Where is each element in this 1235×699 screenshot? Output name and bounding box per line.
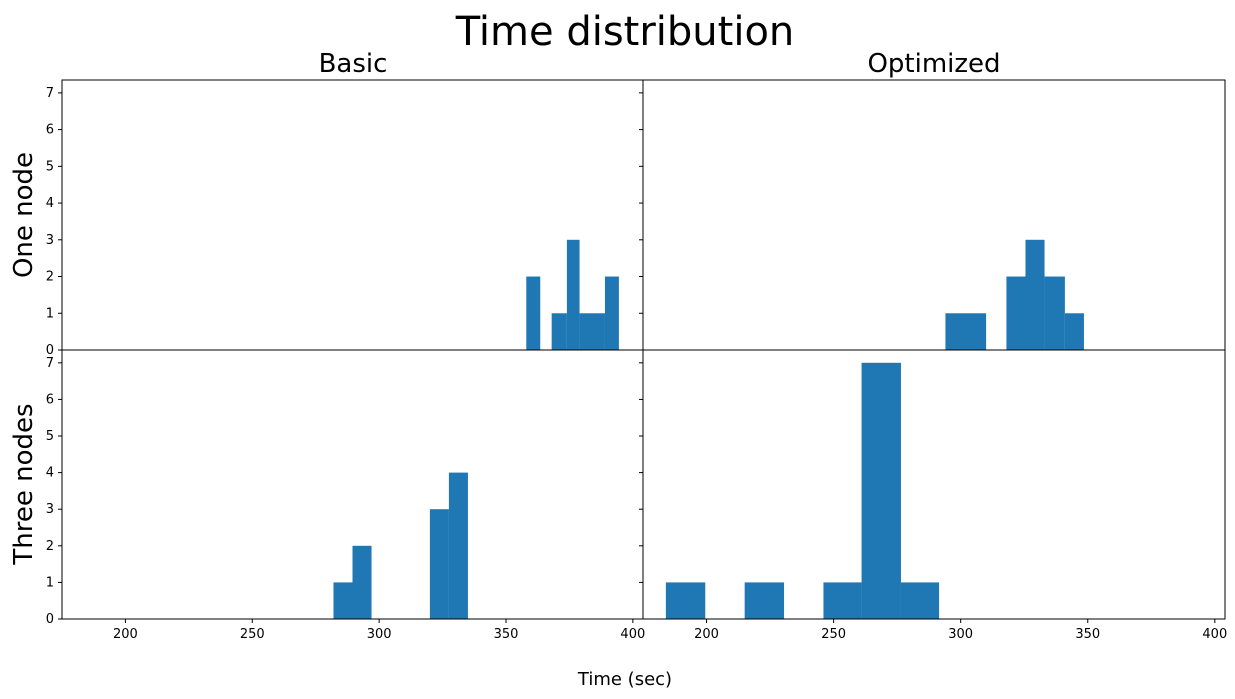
bar-one-node-optimized-1 xyxy=(1006,276,1026,350)
bar-one-node-basic-4 xyxy=(604,276,619,350)
bar-one-node-basic-1 xyxy=(551,313,567,350)
bar-three-nodes-optimized-3 xyxy=(861,362,901,619)
row-label-three-nodes: Three nodes xyxy=(9,403,39,565)
bar-one-node-optimized-2 xyxy=(1025,239,1045,350)
y-tick-label-one-node-basic-5: 5 xyxy=(46,159,54,174)
y-tick-label-one-node-basic-2: 2 xyxy=(46,270,54,285)
y-tick-label-three-nodes-basic-2: 2 xyxy=(46,539,54,554)
bar-three-nodes-basic-3 xyxy=(448,472,468,619)
panel-frame-one-node-basic xyxy=(61,79,644,351)
x-tick-label-three-nodes-optimized-200: 200 xyxy=(694,627,719,642)
y-tick-label-one-node-basic-1: 1 xyxy=(46,306,54,321)
row-label-one-node: One node xyxy=(9,152,39,278)
y-tick-label-three-nodes-basic-3: 3 xyxy=(46,502,54,517)
bar-one-node-basic-2 xyxy=(566,239,580,350)
bar-one-node-optimized-0 xyxy=(945,313,987,350)
bar-three-nodes-basic-2 xyxy=(429,509,449,619)
x-axis-label: Time (sec) xyxy=(577,669,672,690)
y-tick-label-one-node-basic-6: 6 xyxy=(46,123,54,138)
column-title-basic: Basic xyxy=(319,49,388,79)
x-tick-label-three-nodes-basic-200: 200 xyxy=(113,627,138,642)
y-tick-label-three-nodes-basic-1: 1 xyxy=(46,575,54,590)
y-tick-label-one-node-basic-7: 7 xyxy=(46,86,54,101)
y-tick-label-three-nodes-basic-6: 6 xyxy=(46,392,54,407)
x-tick-label-three-nodes-optimized-400: 400 xyxy=(1202,627,1227,642)
bar-three-nodes-basic-0 xyxy=(333,582,353,619)
chart-title: Time distribution xyxy=(455,9,795,55)
y-tick-label-three-nodes-basic-7: 7 xyxy=(46,356,54,371)
bar-one-node-basic-3 xyxy=(579,313,605,350)
y-tick-label-one-node-basic-4: 4 xyxy=(46,196,54,211)
bar-one-node-optimized-4 xyxy=(1064,313,1084,350)
bar-three-nodes-optimized-2 xyxy=(823,582,862,619)
x-tick-label-three-nodes-basic-250: 250 xyxy=(240,627,265,642)
y-tick-label-three-nodes-basic-4: 4 xyxy=(46,466,54,481)
bar-three-nodes-basic-1 xyxy=(352,545,372,619)
x-tick-label-three-nodes-basic-350: 350 xyxy=(494,627,519,642)
x-tick-label-three-nodes-basic-300: 300 xyxy=(367,627,392,642)
x-tick-label-three-nodes-optimized-300: 300 xyxy=(948,627,973,642)
y-tick-label-three-nodes-basic-0: 0 xyxy=(46,612,54,627)
y-tick-label-three-nodes-basic-5: 5 xyxy=(46,429,54,444)
bar-one-node-basic-0 xyxy=(526,276,541,350)
bar-one-node-optimized-3 xyxy=(1044,276,1065,350)
x-tick-label-three-nodes-optimized-350: 350 xyxy=(1075,627,1100,642)
panel-frame-three-nodes-optimized xyxy=(642,349,1226,620)
bar-three-nodes-optimized-4 xyxy=(900,582,940,619)
column-title-optimized: Optimized xyxy=(867,49,1000,79)
y-tick-label-one-node-basic-0: 0 xyxy=(46,343,54,358)
bar-three-nodes-optimized-0 xyxy=(665,582,706,619)
x-tick-label-three-nodes-basic-400: 400 xyxy=(620,627,645,642)
panel-frame-one-node-optimized xyxy=(642,79,1226,351)
x-tick-label-three-nodes-optimized-250: 250 xyxy=(821,627,846,642)
bar-three-nodes-optimized-1 xyxy=(744,582,785,619)
y-tick-label-one-node-basic-3: 3 xyxy=(46,233,54,248)
